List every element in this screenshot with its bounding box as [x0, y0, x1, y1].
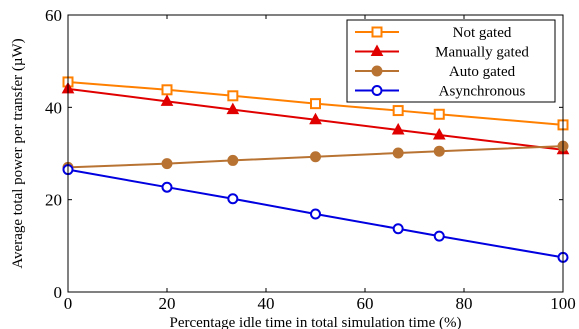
data-point — [226, 102, 240, 115]
series-layer — [61, 76, 570, 263]
legend: Not gated Manually gated Auto gated Asynchr… — [346, 19, 556, 103]
x-axis-label: Percentage idle time in total simulation… — [169, 315, 461, 329]
data-point — [227, 193, 239, 205]
x-tick-label: 60 — [357, 294, 374, 313]
x-tick-label: 20 — [159, 294, 176, 313]
y-axis-label: Average total power per transfer (µW) — [10, 38, 26, 268]
data-point — [227, 154, 239, 166]
legend-label: Not gated — [453, 25, 512, 41]
data-point — [391, 122, 405, 135]
data-point — [310, 151, 321, 163]
data-point — [433, 108, 445, 120]
series-asynchronous — [62, 164, 569, 263]
legend-item: Asynchronous — [355, 84, 525, 100]
data-point — [433, 145, 445, 157]
data-point — [227, 90, 239, 102]
data-point — [310, 98, 321, 110]
x-tick-label: 80 — [456, 294, 473, 313]
data-point — [310, 208, 321, 220]
data-point — [392, 105, 404, 117]
legend-label: Asynchronous — [439, 84, 526, 100]
y-tick-label: 40 — [45, 98, 62, 117]
data-point — [161, 181, 173, 193]
data-point — [392, 223, 404, 235]
data-point — [309, 112, 322, 125]
legend-swatch-marker — [371, 65, 383, 77]
ticks-layer: 0 20 40 60 80 100 0 20 40 60 — [45, 6, 576, 313]
data-point — [392, 147, 404, 159]
legend-swatch-marker — [370, 44, 384, 56]
x-tick-label: 100 — [550, 294, 576, 313]
legend-item: Auto gated — [355, 64, 516, 80]
legend-swatch-marker — [371, 26, 383, 38]
data-point — [160, 94, 174, 106]
y-tick-label: 60 — [45, 6, 62, 25]
y-tick-label: 0 — [54, 283, 63, 302]
legend-label: Auto gated — [449, 64, 516, 80]
x-tick-label: 0 — [64, 294, 73, 313]
x-tick-label: 40 — [258, 294, 275, 313]
legend-swatch-marker — [371, 85, 383, 96]
y-tick-label: 20 — [45, 191, 62, 210]
data-point — [432, 127, 446, 140]
legend-label: Manually gated — [435, 45, 529, 61]
series-auto-gated — [62, 140, 569, 173]
data-point — [161, 158, 173, 170]
legend-item: Not gated — [355, 25, 512, 41]
data-point — [161, 84, 173, 96]
legend-item: Manually gated — [355, 44, 529, 61]
data-point — [433, 230, 445, 242]
plot-frame — [67, 14, 564, 293]
